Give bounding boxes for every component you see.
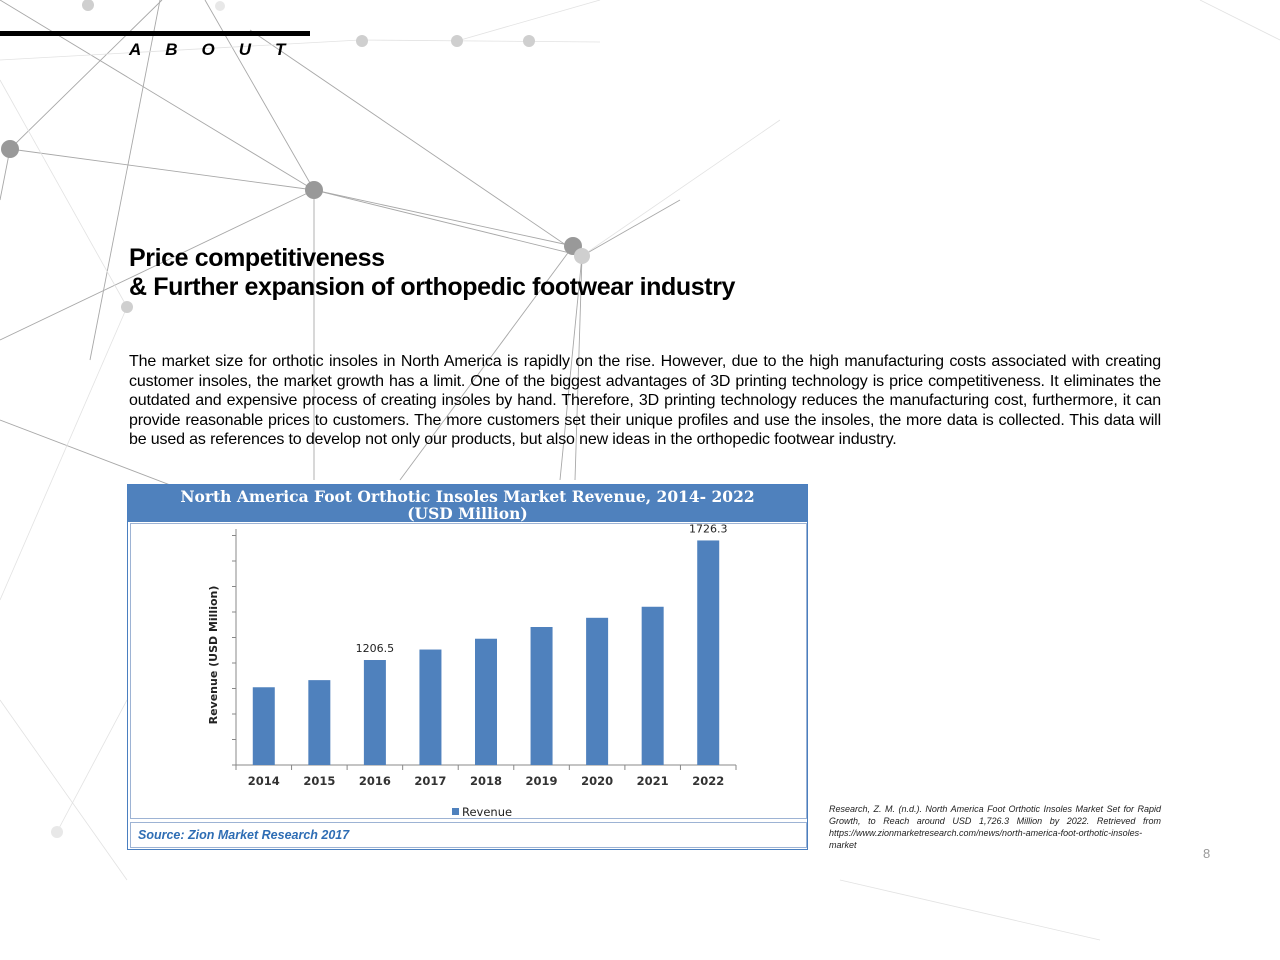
bar-2019 bbox=[530, 627, 553, 765]
chart-plot-box bbox=[130, 523, 807, 819]
body-paragraph: The market size for orthotic insoles in … bbox=[129, 353, 1161, 448]
x-tick-label-2014: 2014 bbox=[248, 774, 280, 788]
bar-2021 bbox=[641, 606, 664, 765]
bar-2015 bbox=[308, 680, 331, 765]
bar-2020 bbox=[586, 617, 609, 765]
bar-2014 bbox=[252, 687, 275, 765]
x-tick-label-2018: 2018 bbox=[470, 774, 502, 788]
x-tick-label-2015: 2015 bbox=[303, 774, 335, 788]
heading-line-1: Price competitiveness bbox=[129, 244, 385, 272]
page-number: 8 bbox=[1203, 846, 1211, 861]
legend-label: Revenue bbox=[462, 805, 512, 819]
revenue-chart: North America Foot Orthotic Insoles Mark… bbox=[127, 484, 808, 850]
chart-source: Source: Zion Market Research 2017 bbox=[130, 822, 807, 848]
x-tick-label-2019: 2019 bbox=[526, 774, 558, 788]
x-tick-label-2016: 2016 bbox=[359, 774, 391, 788]
chart-title-line-1: North America Foot Orthotic Insoles Mark… bbox=[180, 487, 755, 506]
citation-text: Research, Z. M. (n.d.). North America Fo… bbox=[829, 804, 1161, 850]
page-heading: Price competitiveness & Further expansio… bbox=[129, 244, 929, 302]
x-tick-label-2017: 2017 bbox=[414, 774, 446, 788]
legend-swatch bbox=[452, 808, 459, 815]
chart-svg: 2014 2015 2016 2017 2018 2019 2020 2021 2022 1206… bbox=[207, 522, 737, 819]
x-tick-label-2022: 2022 bbox=[692, 774, 724, 788]
y-axis-label: Revenue (USD Million) bbox=[207, 586, 220, 725]
heading-line-2: & Further expansion of orthopedic footwe… bbox=[129, 273, 736, 301]
section-label: ABOUT bbox=[129, 40, 310, 59]
bar-2017 bbox=[419, 649, 442, 765]
bar-2018 bbox=[475, 638, 497, 765]
chart-title: North America Foot Orthotic Insoles Mark… bbox=[128, 485, 807, 522]
bar-2022 bbox=[697, 540, 720, 765]
x-tick-label-2020: 2020 bbox=[581, 774, 613, 788]
bar-2016 bbox=[363, 660, 386, 765]
chart-title-line-2: (USD Million) bbox=[407, 504, 528, 523]
x-tick-label-2021: 2021 bbox=[637, 774, 669, 788]
data-label-2016: 1206.5 bbox=[356, 642, 395, 655]
data-label-2022: 1726.3 bbox=[689, 522, 728, 535]
top-rule bbox=[0, 31, 310, 36]
